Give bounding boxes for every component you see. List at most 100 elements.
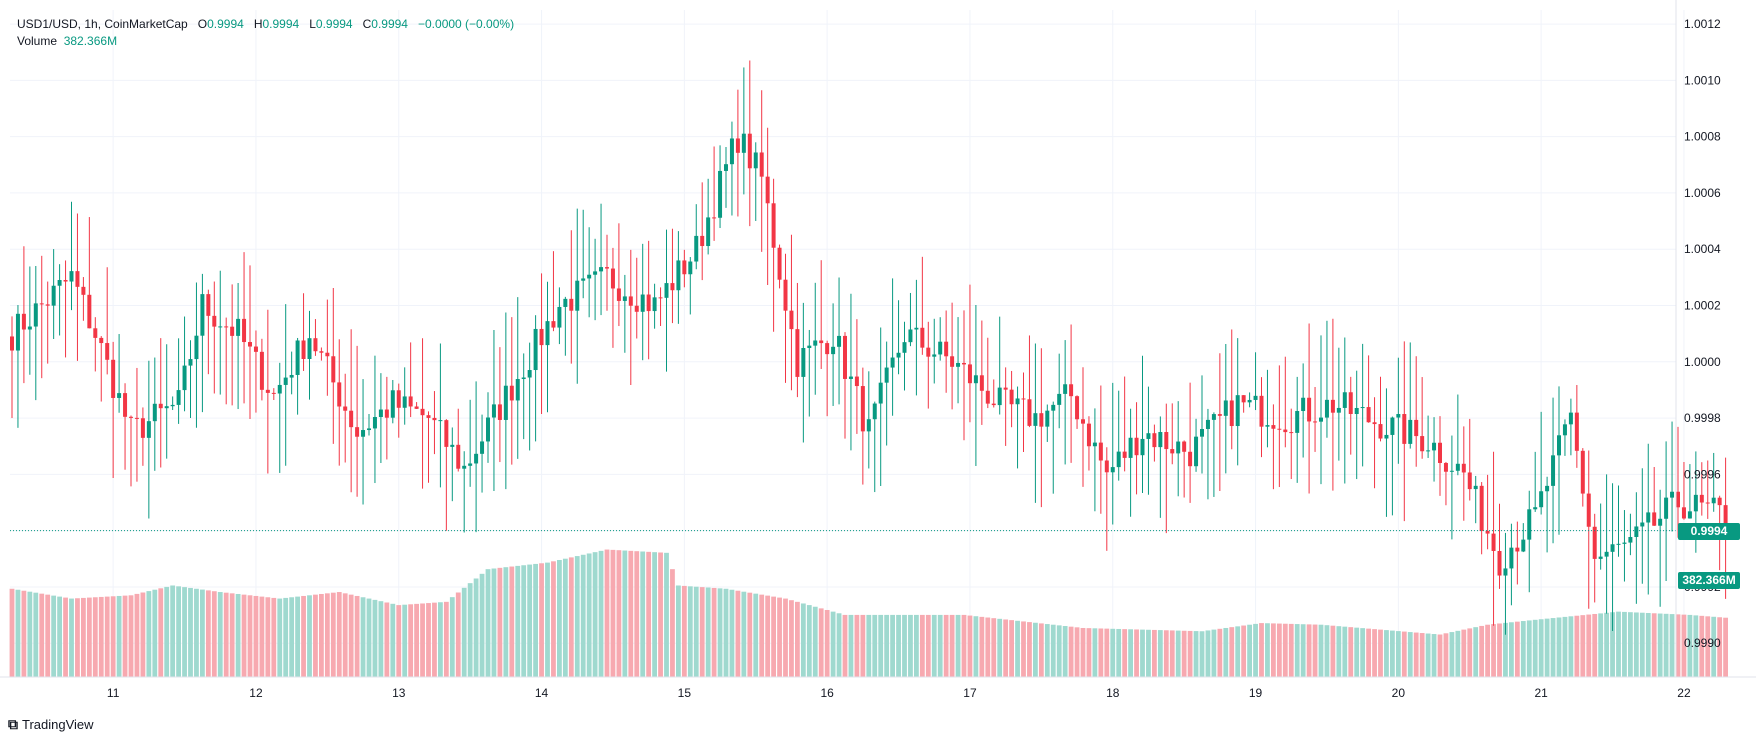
candle-body xyxy=(474,453,479,464)
volume-bar xyxy=(985,617,991,677)
candle-body xyxy=(1408,419,1413,444)
candle-body xyxy=(1217,414,1222,416)
volume-bar xyxy=(372,599,378,677)
candle-body xyxy=(1330,399,1335,413)
candle-body xyxy=(301,340,306,360)
volume-label[interactable]: Volume xyxy=(17,34,58,48)
volume-bar xyxy=(562,558,568,677)
candle-body xyxy=(170,404,175,407)
volume-bar xyxy=(426,603,431,677)
volume-bar xyxy=(211,591,217,677)
candle-body xyxy=(1414,419,1419,437)
candle-body xyxy=(551,321,556,328)
volume-bar xyxy=(878,614,884,677)
candle-body xyxy=(914,327,919,330)
volume-bar xyxy=(979,616,985,677)
volume-bar xyxy=(1223,627,1229,677)
volume-bar xyxy=(449,597,455,677)
volume-value: 382.366M xyxy=(63,34,118,48)
candle-body xyxy=(1342,392,1347,408)
volume-bar xyxy=(289,597,295,677)
candle-body xyxy=(1033,413,1038,426)
candle-body xyxy=(1455,463,1460,471)
tradingview-logo[interactable]: ⧉ TradingView xyxy=(8,714,94,734)
candle-body xyxy=(81,286,86,295)
candle-body xyxy=(1658,518,1663,526)
volume-bar xyxy=(866,614,872,677)
candle-body xyxy=(956,362,961,367)
high-label: H xyxy=(253,17,263,31)
candle-body xyxy=(1705,502,1710,504)
candle-body xyxy=(1449,470,1454,472)
volume-bar xyxy=(687,586,693,677)
candle-body xyxy=(610,268,615,289)
candle-body xyxy=(426,415,431,418)
close-value: 0.9994 xyxy=(371,17,408,31)
candle-body xyxy=(1473,485,1478,490)
volume-bar xyxy=(1687,614,1693,677)
candle-body xyxy=(807,345,812,349)
candle-body xyxy=(527,370,532,378)
candle-body xyxy=(1003,387,1008,390)
volume-bar xyxy=(1330,625,1336,677)
candle-body xyxy=(140,418,145,438)
candle-body xyxy=(1717,497,1722,506)
time-tick-label: 22 xyxy=(1677,686,1691,700)
candle-body xyxy=(1503,568,1508,576)
volume-bar xyxy=(57,596,62,677)
candle-body xyxy=(1223,400,1228,416)
volume-bar xyxy=(1449,632,1455,677)
volume-bar xyxy=(1056,625,1062,677)
volume-bar xyxy=(729,589,735,677)
candle-body xyxy=(414,406,419,409)
volume-bar xyxy=(1342,626,1348,677)
price-axis[interactable]: 1.0012 1.0010 1.0008 1.0006 1.0004 1.0002 1.00… xyxy=(1684,17,1721,650)
candle-body xyxy=(682,260,687,275)
volume-bar xyxy=(580,554,586,677)
candle-body xyxy=(509,385,514,401)
volume-bar xyxy=(574,556,580,677)
candle-body xyxy=(1592,526,1597,559)
volume-bar xyxy=(741,591,747,677)
volume-bar xyxy=(146,591,152,677)
volume-bar xyxy=(872,614,878,677)
volume-bar xyxy=(854,614,860,677)
candle-body xyxy=(361,430,366,437)
volume-bar xyxy=(1669,614,1675,677)
candle-body xyxy=(1092,442,1097,447)
candle-body xyxy=(967,364,972,384)
candle-body xyxy=(664,283,669,298)
time-tick-label: 13 xyxy=(392,686,406,700)
candle-body xyxy=(420,408,425,416)
candle-body xyxy=(1063,384,1068,394)
volume-bar xyxy=(753,593,759,677)
candle-body xyxy=(1086,423,1091,447)
candle-body xyxy=(105,343,110,360)
candle-body xyxy=(10,336,14,351)
volume-bar xyxy=(1628,612,1633,677)
price-tick-label: 1.0004 xyxy=(1684,242,1721,256)
open-label: O xyxy=(197,17,208,31)
volume-bar xyxy=(81,597,86,677)
candle-body xyxy=(1295,411,1300,433)
volume-bar xyxy=(949,614,955,677)
volume-bar xyxy=(670,569,675,677)
candle-body xyxy=(384,409,389,418)
candle-body xyxy=(99,337,104,344)
volume-bar xyxy=(545,562,550,677)
volume-bar xyxy=(1086,628,1092,677)
symbol-label[interactable]: USD1/USD, 1h, CoinMarketCap xyxy=(17,17,188,31)
volume-bar xyxy=(75,598,80,677)
volume-bar xyxy=(586,553,592,677)
candle-body xyxy=(1313,421,1318,423)
candle-body xyxy=(1015,398,1020,405)
volume-bar xyxy=(1009,620,1014,677)
candle-body xyxy=(1652,512,1657,526)
candle-body xyxy=(1200,428,1204,437)
volume-bar xyxy=(402,604,408,677)
time-axis[interactable]: 11 12 13 14 15 16 17 18 19 20 21 22 xyxy=(107,686,1691,700)
candle-body xyxy=(1021,398,1026,400)
volume-bar xyxy=(693,586,699,677)
candle-body xyxy=(224,326,229,328)
